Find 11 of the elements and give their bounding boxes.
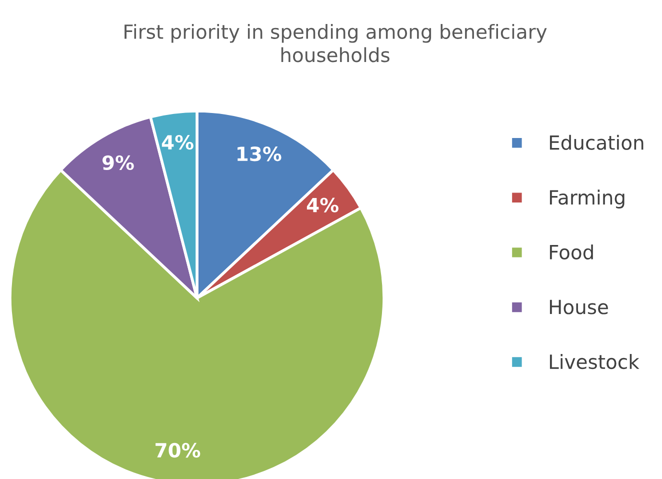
data-label: 4% [306, 198, 338, 212]
legend-label: Food [550, 244, 593, 260]
data-label: 70% [156, 442, 200, 458]
data-label: 4% [162, 134, 194, 150]
legend-label: Farming [550, 190, 624, 208]
legend-label: House [550, 300, 608, 314]
legend-label: Education [550, 134, 644, 150]
legend-label: Livestock [550, 354, 640, 370]
chart-title: First priority in spending among beneficiary households [124, 24, 547, 62]
data-label: 13% [238, 146, 282, 162]
data-label: 9% [102, 155, 134, 170]
